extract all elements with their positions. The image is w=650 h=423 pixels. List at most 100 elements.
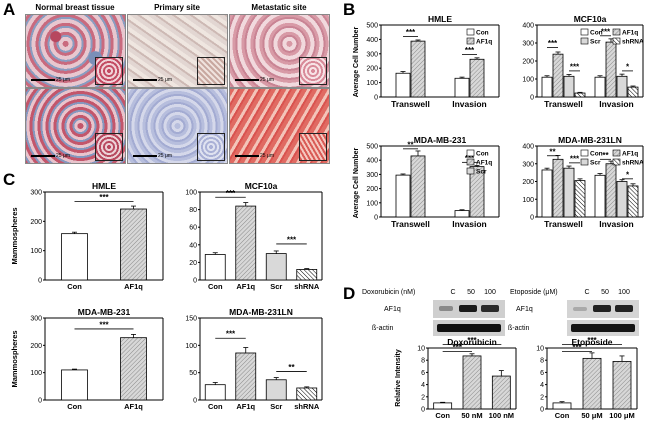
x-tick-label: AF1q <box>236 402 255 411</box>
bar <box>541 76 553 98</box>
x-tick-label: AF1q <box>124 282 143 291</box>
chart-title: MDA-MB-231 <box>414 135 467 145</box>
x-tick-label: Transwell <box>544 219 583 229</box>
legend-swatch <box>466 28 475 36</box>
bar <box>627 86 639 98</box>
y-tick-label: 500 <box>366 23 378 30</box>
legend-swatch <box>612 37 621 45</box>
legend-label: Scr <box>590 39 601 46</box>
legend-swatch <box>580 28 589 36</box>
doxo-lane-100: 100 <box>484 289 496 296</box>
legend-swatch <box>612 158 621 166</box>
x-tick-label: 100 nM <box>489 411 514 420</box>
y-tick-label: 8 <box>540 358 544 365</box>
y-tick-label: 2 <box>421 394 425 401</box>
bar <box>594 174 606 218</box>
y-axis-label: Mammospheres <box>10 330 19 387</box>
blot-band <box>439 306 453 311</box>
y-tick-label: 0 <box>38 278 42 285</box>
histology-inset <box>95 133 123 161</box>
blot-band <box>437 324 501 332</box>
panel-letter-b: B <box>343 0 356 19</box>
y-tick-label: 10 <box>417 346 425 353</box>
y-tick-label: 0 <box>540 407 544 414</box>
y-tick-label: 100 <box>185 190 197 197</box>
chart-title: MDA-MB-231LN <box>229 307 293 317</box>
legend-swatch <box>612 149 621 157</box>
bar <box>265 379 287 401</box>
blot-af1q-etop <box>567 300 639 318</box>
x-tick-label: Con <box>67 402 82 411</box>
doxo-lane-c: C <box>450 289 456 296</box>
legend-label: Scr <box>590 160 601 167</box>
scale-bar <box>133 79 157 81</box>
bar <box>204 254 226 281</box>
scale-bar <box>133 155 157 157</box>
x-tick-label: Transwell <box>391 99 430 109</box>
histology-primary-top: 25 μm <box>127 14 228 88</box>
chart-title: HMLE <box>428 14 452 24</box>
y-tick-label: 500 <box>366 144 378 151</box>
y-tick-label: 20 <box>189 260 197 267</box>
panel-letter-d: D <box>343 284 356 303</box>
y-tick-label: 0 <box>193 398 197 405</box>
panel-letter-a: A <box>3 0 16 19</box>
legend-label: Con <box>590 151 603 158</box>
legend-label: Scr <box>476 169 487 176</box>
y-tick-label: 40 <box>189 242 197 249</box>
blot-actin-doxo <box>433 320 505 336</box>
x-tick-label: Con <box>435 411 450 420</box>
x-tick-label: AF1q <box>124 402 143 411</box>
bar <box>574 180 586 218</box>
bar <box>541 169 553 218</box>
legend-swatch <box>580 37 589 45</box>
bar <box>552 158 564 218</box>
y-tick-label: 200 <box>522 59 534 66</box>
title-metastatic-site: Metastatic site <box>251 3 307 12</box>
y-tick-label: 100 <box>366 80 378 87</box>
significance-label: *** <box>570 62 580 71</box>
significance-label: *** <box>572 343 582 352</box>
bar <box>469 58 485 98</box>
scale-label: 25 μm <box>158 153 172 159</box>
y-tick-label: 300 <box>30 316 42 323</box>
blot-af1q-doxo <box>433 300 505 318</box>
y-tick-label: 8 <box>421 358 425 365</box>
y-tick-label: 300 <box>522 161 534 168</box>
y-tick-label: 200 <box>30 343 42 350</box>
bar <box>454 210 470 218</box>
legend-label: AF1q <box>476 160 492 167</box>
title-normal-breast: Normal breast tissue <box>35 3 115 12</box>
bar <box>120 208 147 281</box>
x-tick-label: Invasion <box>599 219 633 229</box>
bar <box>563 167 575 218</box>
y-tick-label: 60 <box>189 225 197 232</box>
x-tick-label: Con <box>208 402 223 411</box>
blot-band <box>615 305 633 312</box>
bar <box>410 155 426 218</box>
blot-label-af1q-etop: AF1q <box>516 306 533 313</box>
scale-bar <box>31 155 55 157</box>
significance-label: *** <box>453 343 463 352</box>
y-tick-label: 100 <box>30 248 42 255</box>
x-tick-label: Invasion <box>599 99 633 109</box>
legend-swatch <box>612 28 621 36</box>
bar <box>265 253 287 281</box>
legend-label: AF1q <box>622 151 638 158</box>
significance-label: ** <box>549 147 556 156</box>
y-tick-label: 300 <box>366 172 378 179</box>
histology-metastatic-bottom: 25 μm <box>229 88 330 164</box>
x-tick-label: shRNA <box>294 402 320 411</box>
bar <box>395 174 411 218</box>
scale-label: 25 μm <box>56 153 70 159</box>
etop-lane-c: C <box>584 289 590 296</box>
y-tick-label: 400 <box>366 158 378 165</box>
legend-label: shRNA <box>622 39 644 46</box>
bar <box>61 233 88 281</box>
blot-label-actin-doxo: ß-actin <box>372 325 394 332</box>
y-tick-label: 80 <box>189 207 197 214</box>
y-tick-label: 6 <box>540 370 544 377</box>
y-axis-label: Mammospheres <box>10 207 19 264</box>
bar <box>552 53 564 98</box>
bar <box>61 369 88 401</box>
